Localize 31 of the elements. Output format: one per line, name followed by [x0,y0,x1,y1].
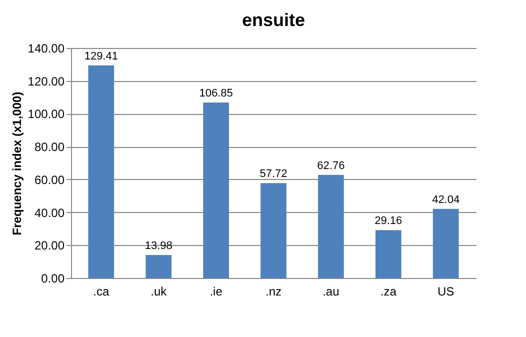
y-tick-label: 140.00 [28,42,65,56]
bar [146,255,172,278]
y-axis-title: Frequency index (x1,000) [10,92,24,236]
data-label: 57.72 [260,168,288,180]
y-tick-label: 20.00 [34,238,65,253]
data-label: 62.76 [317,160,345,172]
bar [375,230,402,278]
data-label: 13.98 [144,240,172,252]
y-tick-label: 60.00 [34,172,65,187]
y-tick-label: 80.00 [34,140,65,154]
x-tick-label: .au [322,284,340,298]
x-tick-label: .za [380,284,397,298]
x-tick-label: .ca [93,284,110,298]
y-tick-label: 40.00 [34,206,65,220]
data-label: 29.16 [374,215,402,228]
x-tick-label: US [438,284,454,298]
x-tick-label: .nz [265,284,282,298]
data-label: 106.85 [199,87,233,100]
y-tick-label: 0.00 [41,272,65,286]
data-label: 42.04 [432,194,460,206]
x-tick-label: .uk [150,284,168,298]
bar [203,102,229,278]
bar [260,183,286,278]
chart-title: ensuite [242,10,306,30]
bar [88,65,114,278]
y-tick-label: 120.00 [28,74,65,88]
data-label: 129.41 [84,50,118,62]
y-tick-label: 100.00 [28,107,65,122]
bar [318,174,344,278]
x-tick-label: .ie [210,284,223,298]
bar [432,208,459,278]
